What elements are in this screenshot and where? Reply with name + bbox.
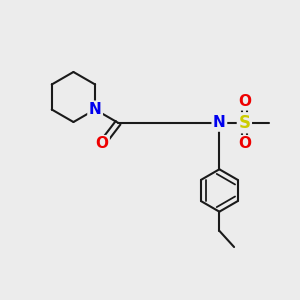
- Text: O: O: [238, 136, 251, 152]
- Text: O: O: [238, 94, 251, 109]
- Text: S: S: [238, 114, 250, 132]
- Text: N: N: [89, 102, 101, 117]
- Text: O: O: [95, 136, 108, 152]
- Text: N: N: [213, 115, 226, 130]
